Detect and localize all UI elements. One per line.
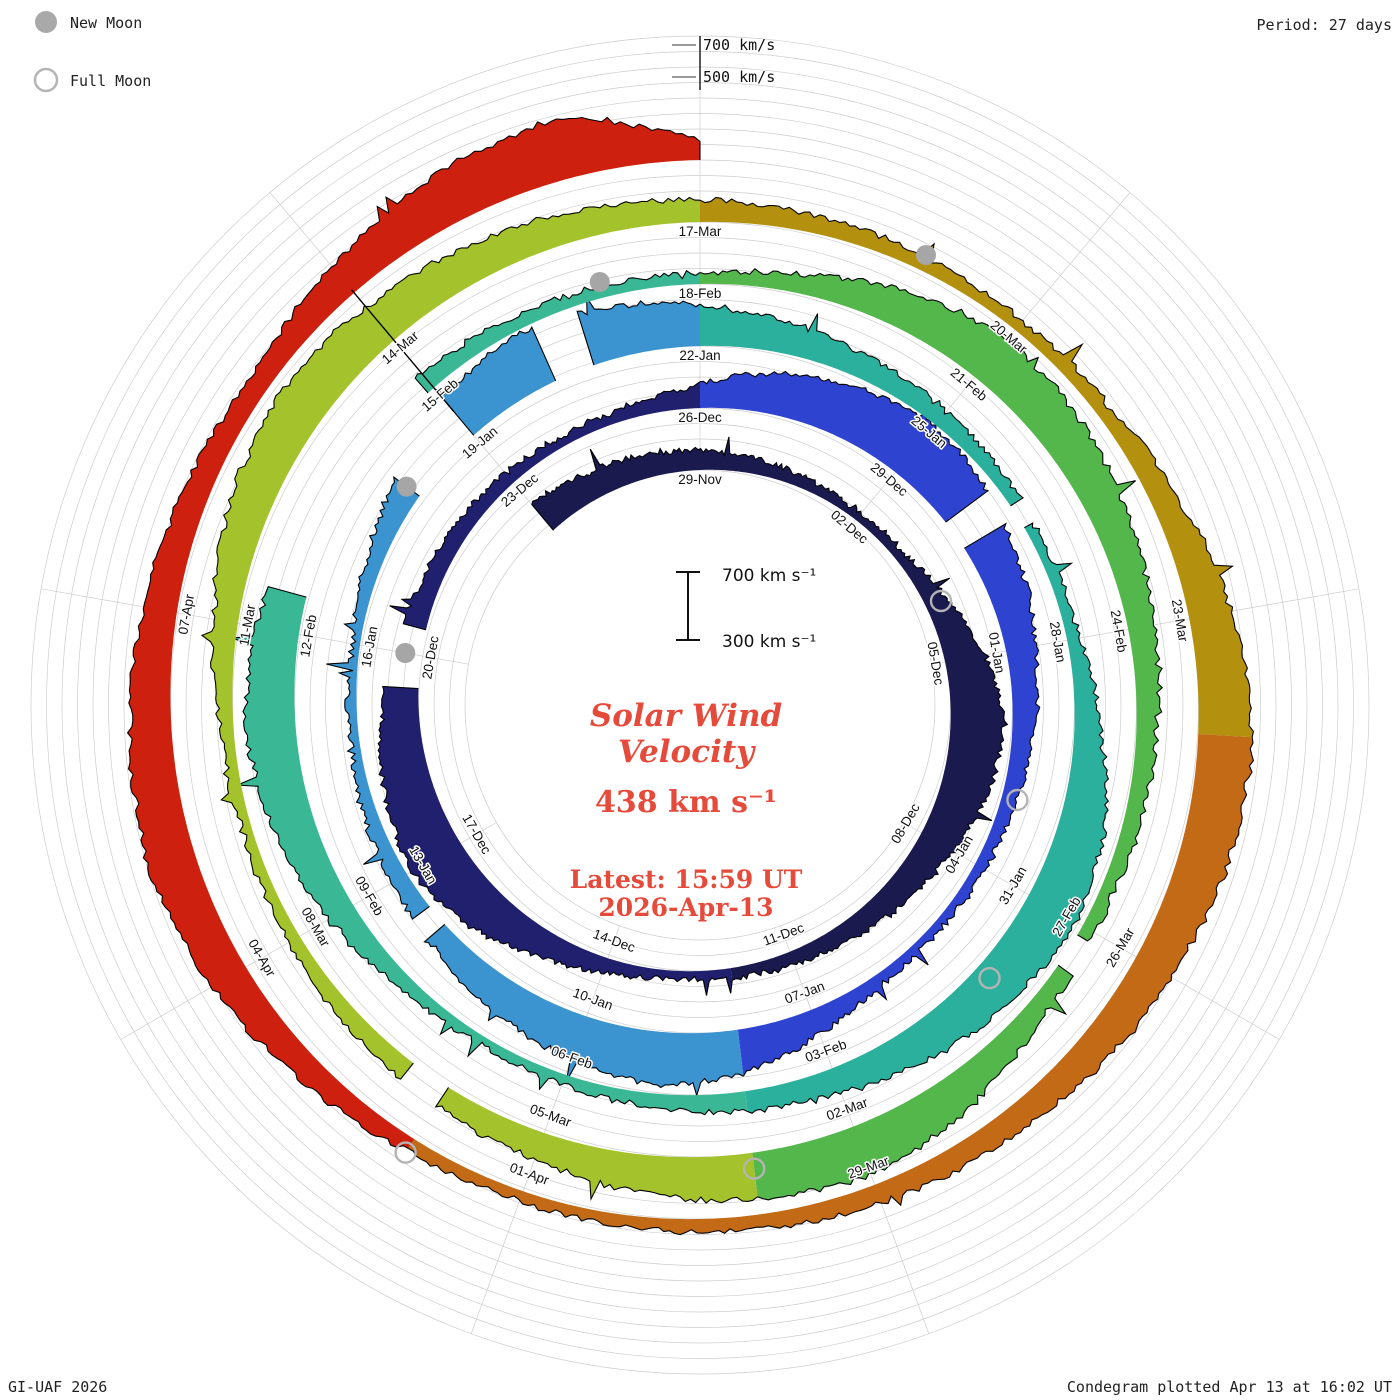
velocity-band: [700, 268, 1163, 941]
velocity-band: [700, 197, 1254, 738]
velocity-trace-outline: [742, 522, 1041, 1077]
velocity-trace-outline: [434, 1087, 758, 1204]
date-label: 01-Apr: [508, 1160, 552, 1188]
ref-500-label: 500 km/s: [703, 68, 775, 86]
date-label: 03-Feb: [803, 1037, 848, 1066]
chart-title-line2: Velocity: [618, 734, 756, 770]
velocity-trace-outline: [408, 737, 1255, 1236]
ref-700-label: 700 km/s: [703, 36, 775, 54]
boundary-line: [351, 289, 455, 413]
scale-top-label: 700 km s⁻¹: [722, 566, 816, 586]
velocity-trace-outline: [126, 116, 701, 1149]
moon-markers: [394, 245, 1029, 1180]
velocity-band: [577, 297, 700, 366]
velocity-band: [745, 523, 1109, 1114]
top-reference-labels: 700 km/s 500 km/s: [672, 36, 775, 86]
new-moon-marker: [589, 272, 610, 292]
scale-bottom-label: 300 km s⁻¹: [722, 632, 816, 652]
grid-radial-line: [470, 925, 620, 1334]
spiral-layer: 29-Nov02-Dec05-Dec08-Dec11-Dec14-Dec17-D…: [30, 35, 1370, 1375]
date-label: 26-Mar: [1103, 925, 1138, 970]
velocity-bands: [126, 116, 1255, 1236]
velocity-trace-outline: [389, 381, 701, 631]
velocity-band: [424, 924, 744, 1096]
velocity-band: [737, 523, 1040, 1077]
velocity-band: [378, 686, 733, 996]
velocity-trace-outline: [747, 522, 1110, 1114]
full-moon-marker: [978, 966, 1001, 990]
date-label: 26-Dec: [678, 410, 722, 425]
credit-label: GI-UAF 2026: [8, 1378, 107, 1396]
date-label: 29-Nov: [678, 472, 722, 487]
date-label: 02-Mar: [824, 1095, 870, 1124]
date-label: 04-Apr: [245, 937, 279, 980]
velocity-trace-outline: [699, 370, 990, 523]
new-moon-marker: [395, 643, 416, 663]
velocity-band: [752, 965, 1074, 1200]
date-label: 22-Jan: [679, 348, 720, 363]
latest-date-label: 2026-Apr-13: [598, 893, 773, 922]
velocity-trace-outline: [531, 436, 1009, 981]
velocity-trace-outline: [576, 295, 701, 366]
latest-time-label: Latest: 15:59 UT: [570, 865, 803, 894]
period-label: Period: 27 days: [1257, 16, 1392, 34]
velocity-trace-outline: [414, 269, 701, 394]
velocity-trace-outline: [699, 267, 1163, 942]
velocity-band: [408, 734, 1254, 1235]
new-moon-icon: [35, 11, 57, 33]
date-label: 08-Dec: [888, 801, 923, 846]
velocity-band: [700, 371, 988, 523]
velocity-trace-outline: [434, 326, 557, 436]
velocity-trace-outline: [699, 196, 1254, 738]
date-label: 18-Feb: [679, 286, 722, 301]
plotted-label: Condegram plotted Apr 13 at 16:02 UT: [1067, 1378, 1392, 1396]
new-moon-label: New Moon: [70, 14, 142, 32]
velocity-trace-outline: [232, 585, 748, 1116]
moon-legend: New Moon Full Moon: [33, 11, 151, 93]
velocity-band: [127, 117, 701, 1149]
chart-title-line1: Solar Wind: [590, 698, 782, 734]
full-moon-marker: [394, 1141, 417, 1164]
new-moon-marker: [916, 245, 936, 265]
velocity-trace-outline: [757, 964, 1074, 1201]
velocity-trace-outline: [699, 303, 1025, 507]
current-velocity-value: 438 km s⁻¹: [595, 785, 777, 820]
velocity-band: [700, 304, 1024, 506]
full-moon-marker: [743, 1157, 766, 1180]
full-moon-marker: [929, 589, 953, 613]
velocity-trace-outline: [377, 685, 733, 996]
date-label: 17-Mar: [679, 224, 722, 239]
velocity-trace-outline: [423, 923, 744, 1098]
velocity-band: [434, 327, 556, 436]
velocity-trace-outline: [326, 475, 430, 920]
new-moon-marker: [396, 476, 417, 497]
full-moon-marker: [1006, 788, 1029, 812]
velocity-band: [415, 270, 700, 393]
center-annotations: 700 km s⁻¹ 300 km s⁻¹ Solar Wind Velocit…: [570, 566, 817, 922]
full-moon-icon: [33, 67, 59, 93]
velocity-band: [232, 586, 748, 1115]
velocity-band: [435, 1087, 758, 1204]
velocity-band: [389, 381, 700, 630]
velocity-band: [531, 436, 1008, 981]
full-moon-label: Full Moon: [70, 72, 151, 90]
velocity-trace-outline: [200, 196, 701, 1080]
